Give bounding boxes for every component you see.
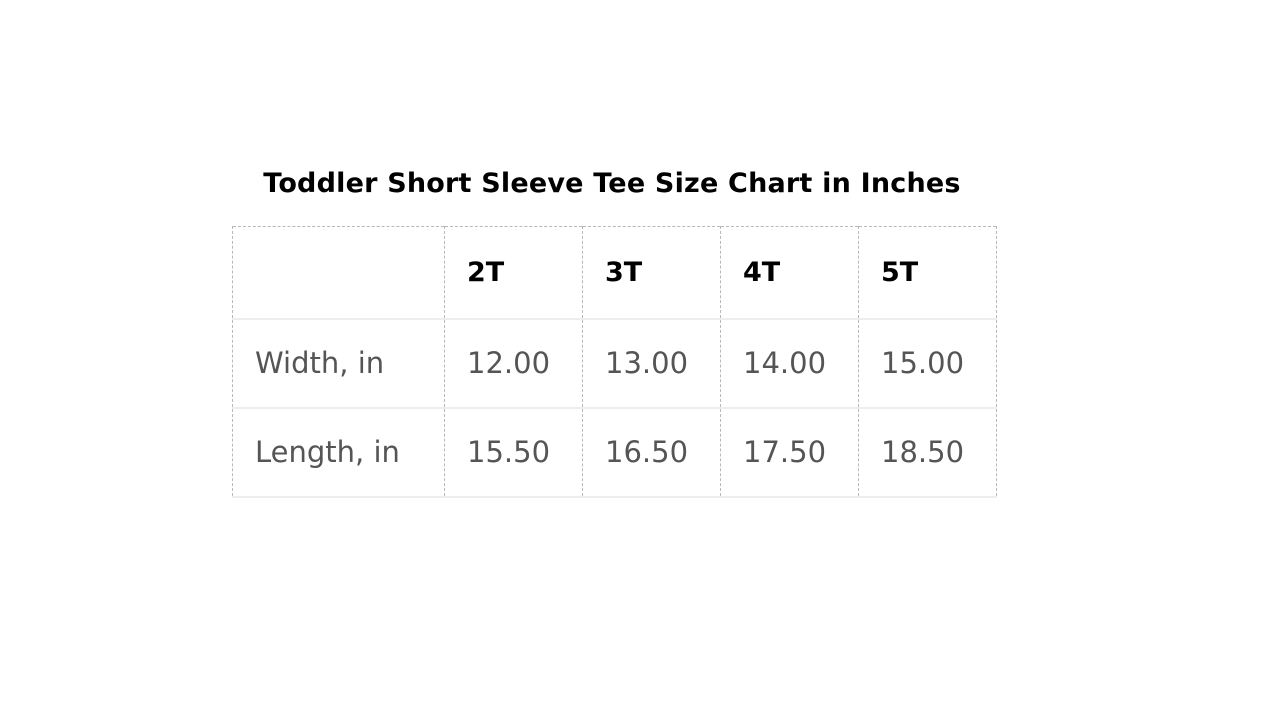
row-label: Length, in [232,406,445,498]
table-row: Length, in 15.50 16.50 17.50 18.50 [232,406,997,498]
table-cell: 13.00 [582,317,721,409]
table-cell: 12.00 [444,317,583,409]
size-chart-title: Toddler Short Sleeve Tee Size Chart in I… [263,168,961,199]
header-cell-3t: 3T [582,226,721,320]
table-cell: 14.00 [720,317,859,409]
table-header-row: 2T 3T 4T 5T [232,226,997,320]
header-cell-empty [232,226,445,320]
header-cell-2t: 2T [444,226,583,320]
table-row: Width, in 12.00 13.00 14.00 15.00 [232,317,997,409]
table-cell: 18.50 [858,406,997,498]
size-chart-table: 2T 3T 4T 5T Width, in 12.00 13.00 14.00 … [232,226,997,498]
header-cell-4t: 4T [720,226,859,320]
row-label: Width, in [232,317,445,409]
header-cell-5t: 5T [858,226,997,320]
table-cell: 16.50 [582,406,721,498]
table-cell: 15.00 [858,317,997,409]
table-cell: 15.50 [444,406,583,498]
table-cell: 17.50 [720,406,859,498]
